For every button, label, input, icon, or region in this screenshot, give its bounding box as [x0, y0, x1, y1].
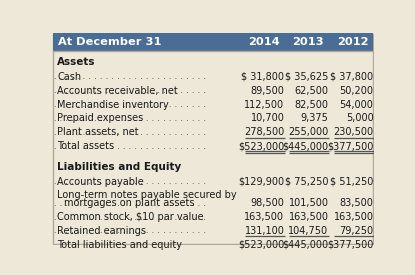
Text: 101,500: 101,500: [288, 198, 329, 208]
Text: $445,000: $445,000: [283, 141, 329, 151]
Text: $377,500: $377,500: [327, 141, 374, 151]
Text: At December 31: At December 31: [58, 37, 161, 47]
Text: 163,500: 163,500: [334, 212, 374, 222]
Text: . . . . . . . . . . . . . . . . . . . . . . . . . . . . . . . . . . . . . . . . : . . . . . . . . . . . . . . . . . . . . …: [0, 72, 209, 81]
Text: $523,000: $523,000: [238, 141, 284, 151]
Text: $ 51,250: $ 51,250: [330, 177, 374, 187]
Text: 5,000: 5,000: [346, 114, 374, 123]
FancyBboxPatch shape: [53, 34, 373, 244]
Text: $523,000: $523,000: [238, 240, 284, 250]
Text: 131,100: 131,100: [244, 226, 284, 236]
Text: 98,500: 98,500: [251, 198, 284, 208]
Text: 104,750: 104,750: [288, 226, 329, 236]
Text: $ 31,800: $ 31,800: [242, 72, 284, 82]
Text: 50,200: 50,200: [339, 86, 374, 96]
Text: . . . . . . . . . . . . . . . . . . . . . . . . . . . . . . . . . . . . . . . . : . . . . . . . . . . . . . . . . . . . . …: [0, 142, 209, 151]
Text: 2013: 2013: [293, 37, 324, 47]
Text: $ 75,250: $ 75,250: [285, 177, 329, 187]
Text: . . . . . . . . . . . . . . . . . . . . . . . . . . . . . . . . . . . . . . . . : . . . . . . . . . . . . . . . . . . . . …: [0, 240, 209, 249]
Text: Plant assets, net: Plant assets, net: [57, 127, 139, 137]
Text: Prepaid expenses: Prepaid expenses: [57, 114, 144, 123]
Text: 54,000: 54,000: [339, 100, 374, 110]
Text: Cash: Cash: [57, 72, 81, 82]
Text: 112,500: 112,500: [244, 100, 284, 110]
Text: mortgages on plant assets: mortgages on plant assets: [63, 198, 194, 208]
Text: Assets: Assets: [57, 57, 96, 67]
Text: . . . . . . . . . . . . . . . . . . . . . . . . . . . . . . . . . . . . . . . . : . . . . . . . . . . . . . . . . . . . . …: [0, 100, 209, 109]
Text: 10,700: 10,700: [251, 114, 284, 123]
Text: Accounts payable: Accounts payable: [57, 177, 144, 187]
Text: 2012: 2012: [337, 37, 369, 47]
Text: . . . . . . . . . . . . . . . . . . . . . . . . . . . . . . . . . . . . . . . . : . . . . . . . . . . . . . . . . . . . . …: [0, 86, 209, 95]
Text: Merchandise inventory: Merchandise inventory: [57, 100, 169, 110]
Text: $445,000: $445,000: [283, 240, 329, 250]
Text: 79,250: 79,250: [339, 226, 374, 236]
Text: 2014: 2014: [249, 37, 280, 47]
Text: 230,500: 230,500: [333, 127, 374, 137]
Text: . . . . . . . . . . . . . . . . . . . . . . . . . . . . . . . . . . . . . . . . : . . . . . . . . . . . . . . . . . . . . …: [0, 128, 209, 137]
Text: Total liabilities and equity: Total liabilities and equity: [57, 240, 182, 250]
Text: Long-term notes payable secured by: Long-term notes payable secured by: [57, 191, 237, 200]
Text: Common stock, $10 par value: Common stock, $10 par value: [57, 212, 204, 222]
Text: Retained earnings: Retained earnings: [57, 226, 146, 236]
Text: 82,500: 82,500: [295, 100, 329, 110]
Text: 278,500: 278,500: [244, 127, 284, 137]
Text: . . . . . . . . . . . . . . . . . . . . . . . . . . . . . . . . . . . . . . . . : . . . . . . . . . . . . . . . . . . . . …: [0, 213, 209, 222]
Text: $ 37,800: $ 37,800: [330, 72, 374, 82]
Text: Total assets: Total assets: [57, 141, 115, 151]
Text: Liabilities and Equity: Liabilities and Equity: [57, 162, 181, 172]
Text: $377,500: $377,500: [327, 240, 374, 250]
Text: . . . . . . . . . . . . . . . . . . . . . . . . . . . . . . . . . . . . . . . . : . . . . . . . . . . . . . . . . . . . . …: [0, 114, 209, 123]
Text: 83,500: 83,500: [339, 198, 374, 208]
Text: . . . . . . . . . . . . . . . . . . . . . . . . . . . . . . . . . . . . . . . . : . . . . . . . . . . . . . . . . . . . . …: [0, 226, 209, 235]
Text: Accounts receivable, net: Accounts receivable, net: [57, 86, 178, 96]
Text: 255,000: 255,000: [288, 127, 329, 137]
Text: 89,500: 89,500: [251, 86, 284, 96]
Text: 9,375: 9,375: [301, 114, 329, 123]
Text: 62,500: 62,500: [295, 86, 329, 96]
Text: . . . . . . . . . . . . . . . . . . . . . . . . . . . . . . . . . . . . . . . . : . . . . . . . . . . . . . . . . . . . . …: [0, 199, 209, 208]
Text: 163,500: 163,500: [244, 212, 284, 222]
Text: 163,500: 163,500: [288, 212, 329, 222]
Bar: [53, 33, 373, 51]
Text: $129,900: $129,900: [238, 177, 284, 187]
Text: $ 35,625: $ 35,625: [285, 72, 329, 82]
Text: . . . . . . . . . . . . . . . . . . . . . . . . . . . . . . . . . . . . . . . . : . . . . . . . . . . . . . . . . . . . . …: [0, 177, 209, 186]
